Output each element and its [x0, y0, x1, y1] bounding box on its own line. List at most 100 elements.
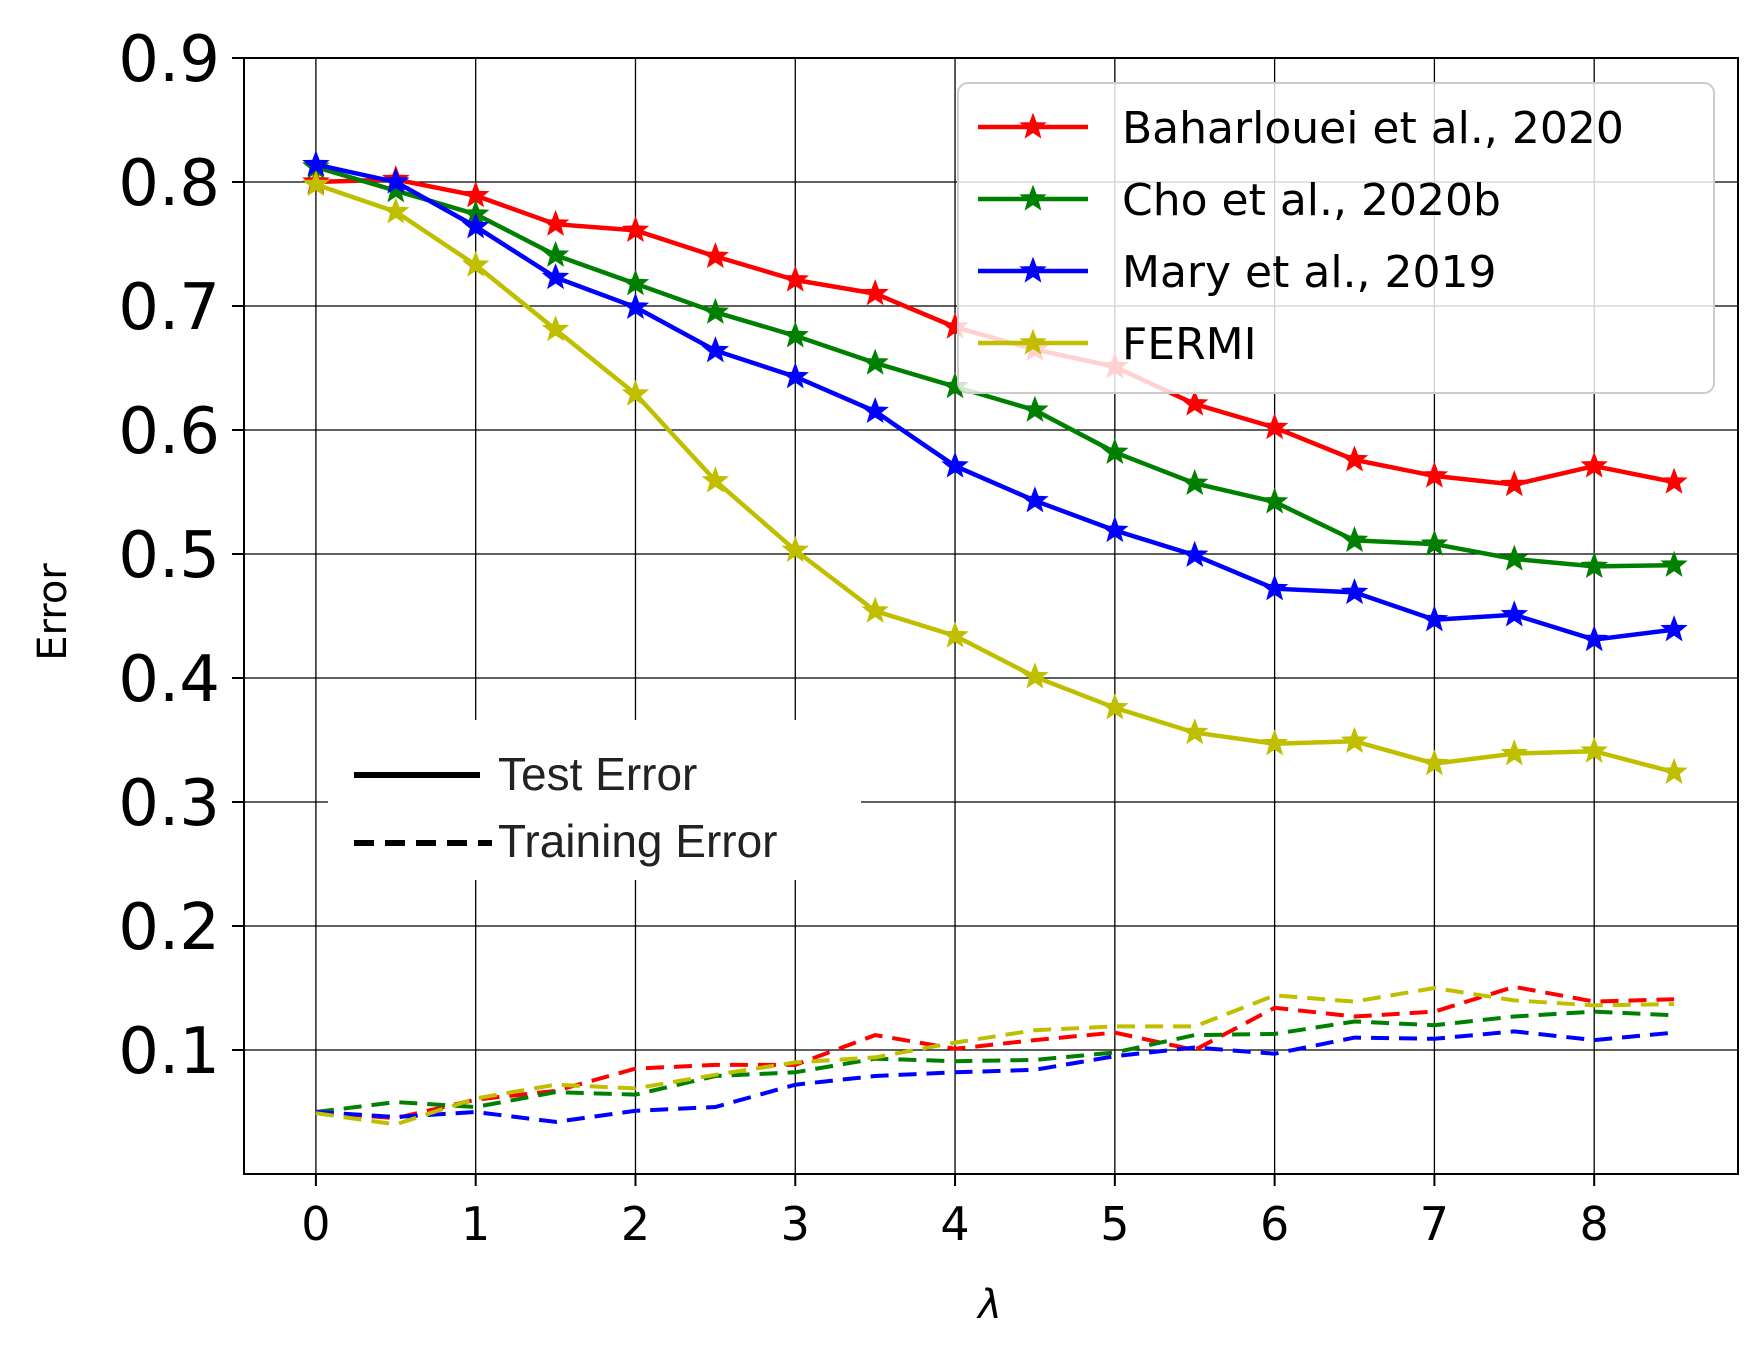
test-point-mary-et-al-2019	[1260, 574, 1289, 601]
test-point-mary-et-al-2019	[461, 212, 490, 239]
test-point-baharlouei-et-al-2020	[1500, 470, 1529, 497]
test-point-baharlouei-et-al-2020	[1420, 461, 1449, 488]
test-point-fermi	[302, 170, 330, 197]
test-point-fermi	[1580, 736, 1608, 763]
y-tick-label: 0.8	[118, 147, 220, 221]
test-point-baharlouei-et-al-2020	[781, 265, 809, 292]
test-point-mary-et-al-2019	[701, 336, 730, 363]
test-point-fermi	[1500, 739, 1529, 766]
test-point-fermi	[1340, 726, 1369, 753]
x-axis-ticks: 0 1 2 3 4 5 6 7 8	[301, 1174, 1609, 1251]
test-point-cho-et-al-2020b	[1660, 550, 1688, 577]
test-point-fermi	[1420, 749, 1449, 776]
x-tick-label: 8	[1580, 1197, 1609, 1251]
test-point-mary-et-al-2019	[1181, 540, 1209, 567]
test-point-mary-et-al-2019	[1101, 515, 1129, 543]
legend: Baharlouei et al., 2020 Cho et al., 2020b…	[957, 82, 1715, 394]
y-tick-label: 0.7	[118, 271, 220, 345]
y-tick-label: 0.4	[118, 643, 220, 717]
test-point-baharlouei-et-al-2020	[621, 215, 650, 243]
legend-label-baharlouei-et-al-2020: Baharlouei et al., 2020	[1122, 103, 1624, 154]
x-tick-label: 6	[1260, 1197, 1289, 1251]
legend-label-mary-et-al-2019: Mary et al., 2019	[1122, 247, 1496, 298]
style-legend-label-train: Training Error	[498, 815, 777, 867]
x-tick-label: 1	[461, 1197, 490, 1251]
train-line-baharlouei-et-al-2020	[315, 984, 1675, 1121]
x-tick-label: 2	[621, 1197, 650, 1251]
test-point-fermi	[1181, 718, 1209, 745]
test-point-cho-et-al-2020b	[541, 240, 570, 267]
test-point-mary-et-al-2019	[541, 263, 570, 290]
y-axis-ticks: 0.1 0.2 0.3 0.4 0.5 0.6 0.7 0.8 0.9	[118, 23, 244, 1089]
test-point-cho-et-al-2020b	[1420, 529, 1449, 556]
test-point-baharlouei-et-al-2020	[1260, 413, 1289, 440]
training-error-lines	[315, 984, 1675, 1127]
test-point-fermi	[1101, 693, 1129, 720]
test-point-mary-et-al-2019	[1420, 605, 1449, 632]
test-line-mary-et-al-2019	[315, 162, 1675, 642]
x-tick-label: 7	[1420, 1197, 1449, 1251]
test-point-mary-et-al-2019	[781, 362, 809, 389]
test-point-cho-et-al-2020b	[1500, 544, 1529, 571]
test-point-baharlouei-et-al-2020	[1340, 445, 1369, 472]
test-point-cho-et-al-2020b	[781, 321, 809, 348]
x-tick-label: 5	[1100, 1197, 1129, 1251]
style-legend-box	[328, 720, 861, 880]
test-point-baharlouei-et-al-2020	[1181, 389, 1209, 416]
test-point-fermi	[541, 315, 570, 342]
test-point-baharlouei-et-al-2020	[1580, 451, 1608, 478]
test-point-fermi	[781, 535, 809, 562]
test-point-fermi	[621, 379, 650, 406]
test-point-mary-et-al-2019	[1660, 615, 1688, 642]
test-point-fermi	[461, 250, 490, 277]
test-line-cho-et-al-2020b	[315, 164, 1675, 569]
legend-label-fermi: FERMI	[1122, 319, 1257, 370]
test-point-baharlouei-et-al-2020	[701, 241, 730, 269]
test-point-fermi	[941, 621, 969, 648]
train-line-mary-et-al-2019	[315, 1029, 1675, 1124]
y-tick-label: 0.6	[118, 395, 220, 469]
test-point-cho-et-al-2020b	[1340, 525, 1369, 553]
train-line-cho-et-al-2020b	[315, 1009, 1675, 1114]
y-tick-label: 0.3	[118, 767, 220, 841]
test-point-cho-et-al-2020b	[861, 348, 889, 375]
test-point-cho-et-al-2020b	[621, 269, 650, 296]
style-legend-label-test: Test Error	[498, 748, 697, 800]
x-axis-label: λ	[976, 1282, 1002, 1328]
test-point-fermi	[1021, 662, 1049, 689]
test-error-lines	[302, 150, 1688, 784]
test-point-baharlouei-et-al-2020	[541, 209, 570, 236]
test-point-mary-et-al-2019	[1500, 600, 1529, 627]
test-point-fermi	[1260, 729, 1289, 756]
test-point-fermi	[1660, 757, 1688, 784]
test-point-cho-et-al-2020b	[1101, 437, 1129, 464]
legend-marker-fermi	[1019, 328, 1047, 355]
test-point-baharlouei-et-al-2020	[1660, 467, 1688, 494]
test-point-fermi	[861, 596, 889, 623]
test-point-cho-et-al-2020b	[1260, 487, 1289, 514]
x-tick-label: 0	[301, 1197, 330, 1251]
legend-marker-baharlouei-et-al-2020	[1019, 112, 1047, 139]
test-point-mary-et-al-2019	[1340, 577, 1369, 605]
legend-box	[957, 82, 1715, 394]
legend-label-cho-et-al-2020b: Cho et al., 2020b	[1122, 175, 1501, 226]
plot-frame	[243, 57, 1739, 1175]
test-point-baharlouei-et-al-2020	[861, 279, 889, 306]
test-point-cho-et-al-2020b	[701, 297, 730, 324]
test-point-mary-et-al-2019	[1580, 625, 1608, 652]
x-tick-label: 4	[940, 1197, 969, 1251]
y-axis-label: Error	[30, 563, 76, 661]
y-tick-label: 0.5	[118, 519, 220, 593]
test-point-fermi	[382, 197, 410, 224]
test-point-cho-et-al-2020b	[1580, 551, 1608, 579]
y-tick-label: 0.9	[118, 23, 220, 97]
test-point-fermi	[701, 466, 730, 493]
y-tick-label: 0.1	[118, 1015, 220, 1089]
test-point-mary-et-al-2019	[861, 396, 889, 424]
test-point-cho-et-al-2020b	[1021, 395, 1049, 422]
legend-marker-mary-et-al-2019	[1019, 256, 1047, 283]
x-tick-label: 3	[781, 1197, 810, 1251]
test-point-mary-et-al-2019	[382, 167, 410, 194]
legend-marker-cho-et-al-2020b	[1019, 184, 1047, 211]
style-legend: Test Error Training Error	[328, 720, 861, 880]
